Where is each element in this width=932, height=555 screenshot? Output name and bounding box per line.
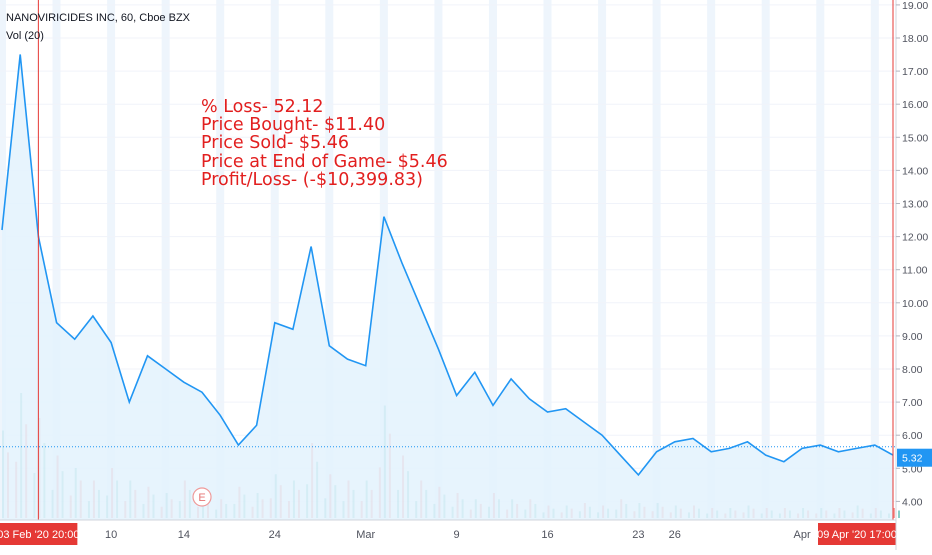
price-tick-label: 9.00 (902, 331, 923, 343)
time-tick-label: 24 (269, 529, 281, 541)
grid-band (52, 0, 61, 520)
time-tick-label: 23 (632, 529, 644, 541)
annotation-price-end: Price at End of Game- $5.46 (201, 151, 448, 172)
price-tick-label: 16.00 (902, 99, 928, 111)
symbol-title: NANOVIRICIDES INC, 60, Cboe BZX (6, 12, 190, 24)
price-tick-label: 17.00 (902, 66, 928, 78)
price-area (2, 54, 893, 520)
price-tick-label: 7.00 (902, 397, 923, 409)
vertical-markers: 03 Feb '20 20:00 09 Apr '20 17:00 (0, 0, 897, 545)
grid-band (161, 0, 170, 520)
price-tick-label: 13.00 (902, 199, 928, 211)
grid-band (598, 0, 607, 520)
trade-annotation: % Loss- 52.12 Price Bought- $11.40 Price… (201, 98, 448, 189)
volume-indicator-label[interactable]: Vol (20) (6, 30, 44, 42)
earnings-event-icon[interactable] (192, 487, 212, 507)
time-tick-label: 14 (178, 529, 190, 541)
marker-date-box (0, 523, 78, 545)
price-tick-label: 10.00 (902, 298, 928, 310)
price-tick-label: 4.00 (902, 496, 923, 508)
last-price-badge (897, 448, 932, 467)
grid-band (707, 0, 716, 520)
time-tick-label: Apr (794, 529, 811, 541)
price-tick-label: 6.00 (902, 430, 923, 442)
grid-band (816, 0, 825, 520)
price-tick-label: 15.00 (902, 132, 928, 144)
price-tick-label: 18.00 (902, 33, 928, 45)
marker-date-label: 03 Feb '20 20:00 (0, 529, 79, 541)
price-tick-label: 14.00 (902, 165, 928, 177)
grid-band (325, 0, 334, 520)
price-line (1, 54, 894, 477)
annotation-price-bought: Price Bought- $11.40 (201, 115, 386, 136)
time-tick-label: 9 (454, 529, 460, 541)
time-tick-label: 16 (541, 529, 553, 541)
grid-band (870, 0, 879, 520)
price-tick-label: 12.00 (902, 232, 928, 244)
volume-bar (893, 508, 895, 518)
price-tick-label: 11.00 (902, 265, 928, 277)
volume-bar (898, 510, 900, 518)
grid-band (434, 0, 443, 520)
event-marker: E (192, 487, 212, 507)
annotation-loss-pct: % Loss- 52.12 (201, 97, 324, 117)
price-axis: 19.00 18.00 17.00 16.00 15.00 14.00 13.00 12.00… (895, 0, 932, 550)
marker-date-box (818, 523, 896, 545)
last-price-label: 5.32 (902, 453, 923, 465)
grid-band (488, 0, 497, 520)
earnings-event-label: E (198, 492, 205, 504)
grid-band (543, 0, 552, 520)
annotation-price-sold: Price Sold- $5.46 (201, 133, 350, 154)
grid-band (761, 0, 770, 520)
price-tick-label: 19.00 (902, 0, 928, 12)
grid-band (107, 0, 116, 520)
grid-band (652, 0, 661, 520)
price-tick-label: 8.00 (902, 364, 923, 376)
grid (0, 0, 896, 520)
time-tick-label: 26 (669, 529, 681, 541)
annotation-profit-loss: Profit/Loss- (-$10,399.83) (201, 169, 423, 190)
grid-band (216, 0, 225, 520)
marker-date-label: 09 Apr '20 17:00 (817, 529, 897, 541)
time-tick-label: 10 (105, 529, 117, 541)
grid-band (270, 0, 279, 520)
time-axis: 10 14 24 Mar 9 16 23 26 Apr (0, 519, 896, 541)
time-tick-label: Mar (356, 529, 375, 541)
